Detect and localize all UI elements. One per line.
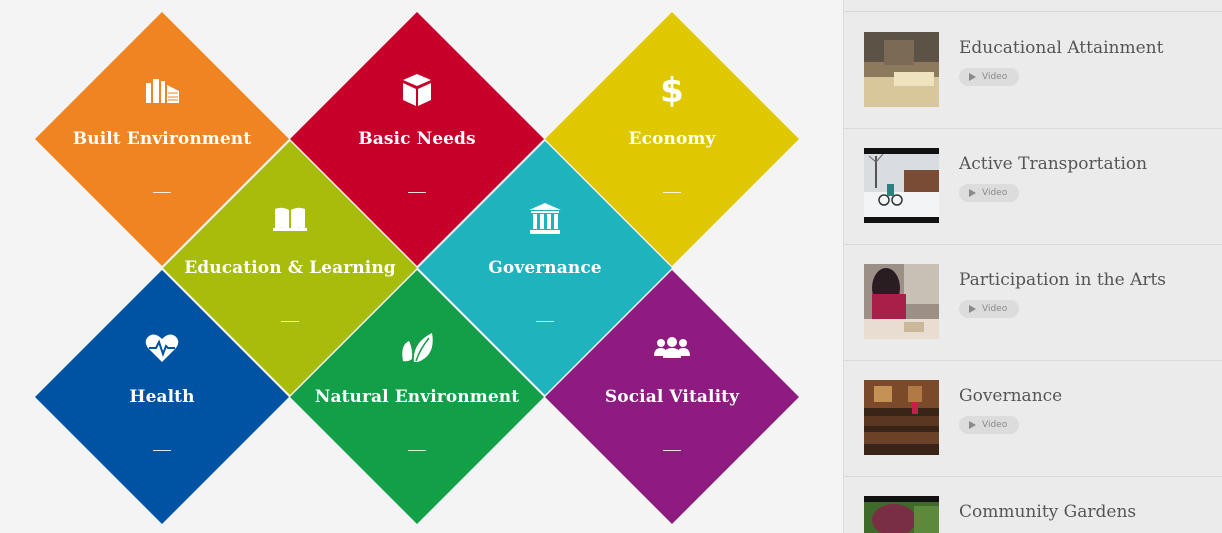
tile-label: Social Vitality <box>604 387 740 407</box>
video-thumbnail[interactable] <box>864 496 939 533</box>
tile-dash <box>663 450 681 451</box>
book-icon <box>270 199 310 239</box>
play-icon <box>969 189 976 197</box>
svg-text:$: $ <box>661 72 683 108</box>
video-thumbnail[interactable] <box>864 148 939 223</box>
video-title[interactable]: Educational Attainment <box>959 38 1164 58</box>
video-item-participation-arts[interactable]: Participation in the Arts Video <box>844 244 1222 361</box>
tile-dash <box>408 450 426 451</box>
columns-icon <box>525 199 565 239</box>
tile-natural-environment[interactable]: Natural Environment <box>290 270 544 524</box>
video-badge-label: Video <box>982 304 1008 314</box>
tile-label: Governance <box>488 258 602 278</box>
play-icon <box>969 73 976 81</box>
video-thumbnail[interactable] <box>864 32 939 107</box>
video-badge-label: Video <box>982 420 1008 430</box>
tile-label: Built Environment <box>72 129 252 149</box>
video-badge: Video <box>959 68 1020 86</box>
video-item-educational-attainment[interactable]: Educational Attainment Video <box>844 12 1222 129</box>
video-title[interactable]: Participation in the Arts <box>959 270 1167 290</box>
video-badge: Video <box>959 300 1020 318</box>
tile-label: Economy <box>628 129 716 149</box>
tile-label: Education & Learning <box>184 258 396 278</box>
video-sidebar[interactable]: Educational Attainment Video Active Tran <box>843 0 1222 533</box>
tile-dash <box>281 321 299 322</box>
play-icon <box>969 305 976 313</box>
tile-label: Health <box>129 387 195 407</box>
video-item-community-gardens[interactable]: Community Gardens <box>844 476 1222 533</box>
video-title[interactable]: Community Gardens <box>959 502 1137 522</box>
indicator-grid: Built Environment Basic Needs $ Economy <box>35 12 799 524</box>
play-icon <box>969 421 976 429</box>
people-icon <box>652 328 692 368</box>
tile-health[interactable]: Health <box>35 270 289 524</box>
video-badge: Video <box>959 184 1020 202</box>
tile-dash <box>663 192 681 193</box>
video-badge-label: Video <box>982 72 1008 82</box>
heart-pulse-icon <box>142 328 182 368</box>
box-icon <box>397 70 437 110</box>
leaf-icon <box>397 328 437 368</box>
video-title[interactable]: Active Transportation <box>959 154 1148 174</box>
video-title[interactable]: Governance <box>959 386 1063 406</box>
video-thumbnail[interactable] <box>864 380 939 455</box>
tile-dash <box>536 321 554 322</box>
sidebar-top-divider <box>844 11 1222 12</box>
video-badge-label: Video <box>982 188 1008 198</box>
video-thumbnail[interactable] <box>864 264 939 339</box>
dollar-icon: $ <box>652 70 692 110</box>
tile-social-vitality[interactable]: Social Vitality <box>545 270 799 524</box>
tile-dash <box>408 192 426 193</box>
tile-dash <box>153 192 171 193</box>
tile-built-environment[interactable]: Built Environment <box>35 12 289 266</box>
tile-label: Natural Environment <box>314 387 520 407</box>
tile-label: Basic Needs <box>358 129 476 149</box>
video-badge: Video <box>959 416 1020 434</box>
video-item-governance[interactable]: Governance Video <box>844 360 1222 477</box>
tile-dash <box>153 450 171 451</box>
video-item-active-transportation[interactable]: Active Transportation Video <box>844 128 1222 245</box>
buildings-icon <box>142 70 182 110</box>
